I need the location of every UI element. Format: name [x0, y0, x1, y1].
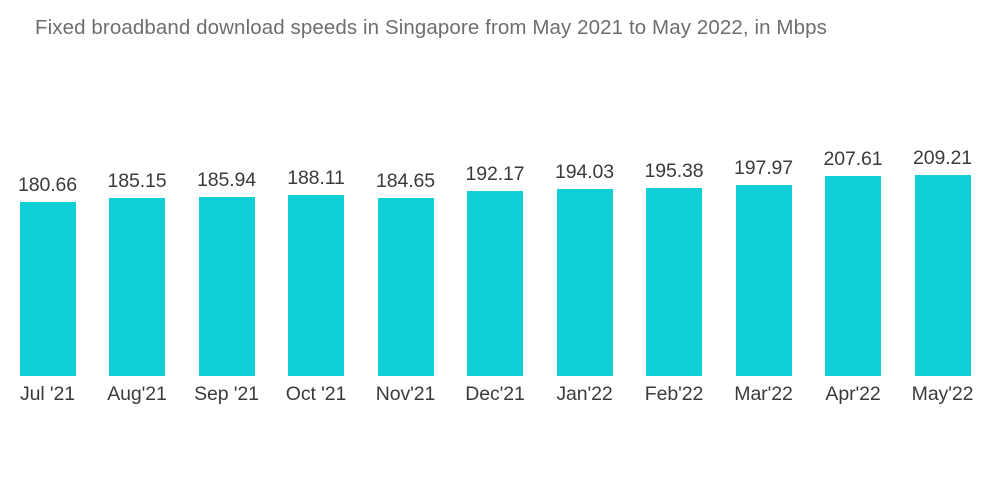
bar[interactable] — [735, 185, 792, 376]
bar-group: 197.97 Mar'22 — [734, 157, 793, 405]
x-axis-tick-label: Nov'21 — [375, 383, 436, 405]
bar-group: 188.11 Oct '21 — [286, 167, 347, 405]
x-axis-tick-label: May'22 — [911, 383, 974, 405]
bar[interactable] — [288, 194, 344, 376]
bar-value-label: 185.15 — [107, 169, 167, 192]
bar-value-label: 197.97 — [733, 157, 794, 180]
x-axis-tick-label: Feb'22 — [644, 383, 704, 405]
bar-value-label: 180.66 — [17, 174, 78, 196]
bar-group: 194.03 Jan'22 — [555, 161, 614, 405]
x-axis-tick-label: Dec'21 — [465, 383, 525, 405]
x-axis-tick-label: Mar'22 — [734, 383, 793, 405]
bar[interactable] — [109, 197, 165, 376]
bar-value-label: 209.21 — [912, 146, 973, 169]
bar-value-label: 188.11 — [287, 166, 345, 189]
x-axis-tick-label: Apr'22 — [825, 383, 881, 405]
chart-title: Fixed broadband download speeds in Singa… — [35, 16, 827, 39]
bar[interactable] — [377, 198, 434, 376]
x-axis-tick-label: Jul '21 — [19, 383, 76, 405]
bar-group: 180.66 Jul '21 — [18, 174, 77, 405]
bar-value-label: 192.17 — [465, 162, 525, 185]
bar-group: 192.17 Dec'21 — [465, 163, 525, 405]
x-axis-tick-label: Jan'22 — [556, 383, 613, 405]
bar[interactable] — [19, 202, 76, 376]
x-axis-tick-label: Aug'21 — [107, 383, 167, 405]
bar[interactable] — [198, 196, 255, 376]
x-axis-tick-label: Sep '21 — [194, 383, 259, 405]
bar-value-label: 194.03 — [554, 161, 615, 184]
bar[interactable] — [646, 187, 702, 376]
bar-group: 184.65 Nov'21 — [376, 170, 436, 405]
x-axis-tick-label: Oct '21 — [285, 383, 347, 405]
bar[interactable] — [556, 189, 613, 376]
bar-group: 195.38 Feb'22 — [644, 160, 703, 405]
bar-value-label: 185.94 — [196, 168, 257, 191]
bar-value-label: 195.38 — [644, 159, 704, 182]
bar-value-label: 207.61 — [823, 148, 883, 171]
bar-group: 185.94 Sep '21 — [194, 169, 259, 405]
bar-value-label: 184.65 — [375, 170, 436, 193]
bar-group: 207.61 Apr'22 — [823, 148, 882, 405]
bar-group: 185.15 Aug'21 — [107, 170, 167, 405]
bar[interactable] — [467, 190, 523, 376]
bar-group: 209.21 May'22 — [912, 147, 974, 405]
bar[interactable] — [825, 176, 881, 376]
bar[interactable] — [914, 174, 971, 376]
